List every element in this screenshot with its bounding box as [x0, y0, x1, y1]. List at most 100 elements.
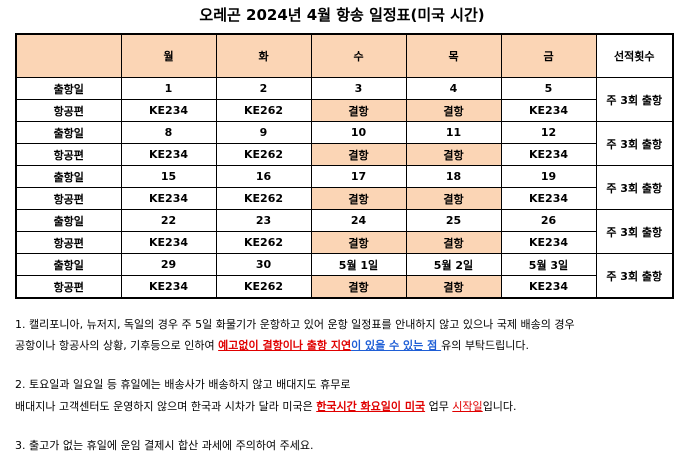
shipment-count-cell: 주 3회 출항 [595, 77, 674, 122]
shipment-count-cell: 주 3회 출항 [595, 165, 674, 210]
date-cell-fri: 5 [500, 77, 597, 100]
row-label-flight: 항공편 [15, 143, 122, 166]
schedule-table: 월 화 수 목 금 선적횟수 출항일 1 2 3 4 5 주 3회 출항 항공편 KE234 KE… [15, 33, 674, 299]
note-3: 3. 출고가 없는 휴일에 운임 결제시 합산 과세에 주의하여 주세요. [15, 439, 314, 452]
date-cell-thu: 11 [405, 121, 502, 144]
table-row-departure-date: 출항일 1 2 3 4 5 주 3회 출항 [15, 77, 674, 122]
table-row-flight: 항공편 KE234 KE262 결항 결항 KE234 [15, 187, 673, 210]
date-cell-wed: 17 [310, 165, 407, 188]
header-day-fri: 금 [500, 33, 597, 78]
flight-cell-mon: KE234 [120, 187, 217, 210]
table-row-flight: 항공편 KE234 KE262 결항 결항 KE234 [15, 231, 673, 254]
shipment-count-cell: 주 3회 출항 [595, 253, 674, 299]
note-1-text-a: 공항이나 항공사의 상황, 기후등으로 인하여 [15, 339, 219, 352]
note-2-highlight: 한국시간 화요일이 미국 [316, 400, 426, 413]
flight-cell-fri: KE234 [500, 99, 597, 122]
header-blank [15, 33, 122, 78]
header-day-thu: 목 [405, 33, 502, 78]
row-label-flight: 항공편 [15, 231, 122, 254]
note-1-warning-red: 예고없이 결항이나 출항 지연 [218, 339, 352, 352]
note-1-text-b: 유의 부탁드립니다. [441, 339, 530, 352]
flight-cell-mon: KE234 [120, 275, 217, 299]
flight-cell-fri: KE234 [500, 275, 597, 299]
date-cell-thu: 5월 2일 [405, 253, 502, 276]
date-cell-thu: 18 [405, 165, 502, 188]
row-label-departure: 출항일 [15, 77, 122, 100]
date-cell-thu: 25 [405, 209, 502, 232]
row-label-flight: 항공편 [15, 275, 122, 299]
table-row-departure-date: 출항일 15 16 17 18 19 주 3회 출항 [15, 165, 674, 210]
flight-cell-wed: 결항 [310, 275, 407, 299]
flight-cell-tue: KE262 [215, 231, 312, 254]
date-cell-wed: 3 [310, 77, 407, 100]
shipment-count-cell: 주 3회 출항 [595, 121, 674, 166]
flight-cell-thu: 결항 [405, 275, 502, 299]
table-row-departure-date: 출항일 8 9 10 11 12 주 3회 출항 [15, 121, 674, 166]
flight-cell-fri: KE234 [500, 187, 597, 210]
flight-cell-thu: 결항 [405, 187, 502, 210]
flight-cell-mon: KE234 [120, 99, 217, 122]
flight-cell-wed: 결항 [310, 143, 407, 166]
row-label-flight: 항공편 [15, 99, 122, 122]
table-header-row: 월 화 수 목 금 선적횟수 [15, 33, 674, 78]
date-cell-tue: 30 [215, 253, 312, 276]
note-2-text-c: 입니다. [482, 400, 517, 413]
note-1-line-1: 1. 캘리포니아, 뉴저지, 독일의 경우 주 5일 화물기가 운항하고 있어 … [15, 318, 575, 331]
date-cell-wed: 24 [310, 209, 407, 232]
table-row-flight: 항공편 KE234 KE262 결항 결항 KE234 [15, 99, 673, 122]
note-2-line-1: 2. 토요일과 일요일 등 휴일에는 배송사가 배송하지 않고 배대지도 휴무로 [15, 378, 351, 391]
page-title: 오레곤 2024년 4월 항송 일정표(미국 시간) [199, 6, 485, 24]
header-shipment-count: 선적횟수 [595, 33, 674, 78]
row-label-departure: 출항일 [15, 121, 122, 144]
note-2-line-2: 배대지나 고객센터도 운영하지 않으며 한국과 시차가 달라 미국은 한국시간 … [15, 400, 680, 413]
flight-cell-fri: KE234 [500, 231, 597, 254]
flight-cell-wed: 결항 [310, 187, 407, 210]
date-cell-fri: 26 [500, 209, 597, 232]
table-row-flight: 항공편 KE234 KE262 결항 결항 KE234 [15, 143, 673, 166]
date-cell-mon: 22 [120, 209, 217, 232]
row-label-departure: 출항일 [15, 209, 122, 232]
flight-cell-fri: KE234 [500, 143, 597, 166]
date-cell-tue: 9 [215, 121, 312, 144]
date-cell-tue: 23 [215, 209, 312, 232]
flight-cell-wed: 결항 [310, 99, 407, 122]
flight-cell-thu: 결항 [405, 231, 502, 254]
date-cell-tue: 2 [215, 77, 312, 100]
note-1-warning-blue: 이 있을 수 있는 점 [351, 339, 442, 352]
note-1-line-2: 공항이나 항공사의 상황, 기후등으로 인하여 예고없이 결항이나 출항 지연이… [15, 339, 680, 352]
flight-cell-wed: 결항 [310, 231, 407, 254]
note-2-text-a: 배대지나 고객센터도 운영하지 않으며 한국과 시차가 달라 미국은 [15, 400, 317, 413]
date-cell-mon: 15 [120, 165, 217, 188]
row-label-departure: 출항일 [15, 165, 122, 188]
date-cell-tue: 16 [215, 165, 312, 188]
row-label-departure: 출항일 [15, 253, 122, 276]
flight-cell-tue: KE262 [215, 99, 312, 122]
note-2-text-b: 업무 [425, 400, 453, 413]
flight-cell-thu: 결항 [405, 143, 502, 166]
header-day-tue: 화 [215, 33, 312, 78]
flight-cell-mon: KE234 [120, 231, 217, 254]
date-cell-fri: 19 [500, 165, 597, 188]
notes-section: 1. 캘리포니아, 뉴저지, 독일의 경우 주 5일 화물기가 운항하고 있어 … [15, 318, 680, 452]
date-cell-wed: 5월 1일 [310, 253, 407, 276]
header-day-wed: 수 [310, 33, 407, 78]
date-cell-fri: 12 [500, 121, 597, 144]
row-label-flight: 항공편 [15, 187, 122, 210]
shipment-count-cell: 주 3회 출항 [595, 209, 674, 254]
flight-cell-tue: KE262 [215, 143, 312, 166]
flight-cell-mon: KE234 [120, 143, 217, 166]
table-row-departure-date: 출항일 22 23 24 25 26 주 3회 출항 [15, 209, 674, 254]
table-row-flight: 항공편 KE234 KE262 결항 결항 KE234 [15, 275, 673, 299]
date-cell-mon: 1 [120, 77, 217, 100]
date-cell-thu: 4 [405, 77, 502, 100]
header-day-mon: 월 [120, 33, 217, 78]
date-cell-mon: 29 [120, 253, 217, 276]
note-2-start-day: 시작일 [452, 400, 483, 413]
flight-cell-tue: KE262 [215, 187, 312, 210]
date-cell-wed: 10 [310, 121, 407, 144]
table-row-departure-date: 출항일 29 30 5월 1일 5월 2일 5월 3일 주 3회 출항 [15, 253, 674, 299]
date-cell-mon: 8 [120, 121, 217, 144]
flight-cell-thu: 결항 [405, 99, 502, 122]
date-cell-fri: 5월 3일 [500, 253, 597, 276]
flight-cell-tue: KE262 [215, 275, 312, 299]
